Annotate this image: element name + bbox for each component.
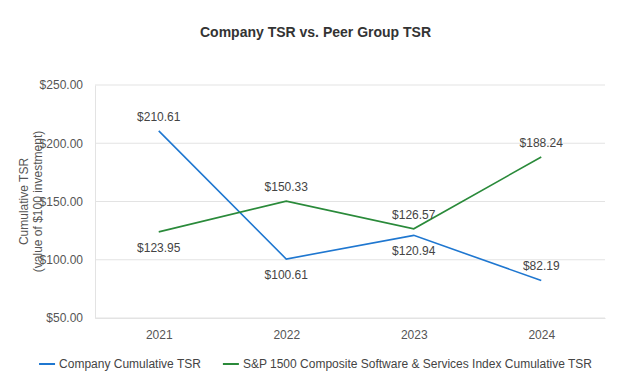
- y-tick-label: $50.00: [46, 311, 83, 325]
- y-axis: $50.00 $100.00 $150.00 $200.00 $250.00: [40, 78, 96, 325]
- x-tick: 2023: [401, 318, 428, 342]
- y-tick-label: $250.00: [40, 78, 84, 92]
- y-axis-title-line: Cumulative TSR: [17, 158, 31, 245]
- data-label: $100.61: [265, 268, 309, 282]
- data-label: $120.94: [392, 244, 436, 258]
- data-label: $126.57: [392, 208, 436, 222]
- data-labels: $210.61 $100.61 $120.94 $82.19 $123.95 $150.3…: [137, 110, 563, 282]
- series-line: [159, 131, 542, 281]
- y-tick-label: $100.00: [40, 253, 84, 267]
- x-tick: 2021: [146, 318, 173, 342]
- title: Company TSR vs. Peer Group TSR: [200, 24, 431, 40]
- chart: Company TSR vs. Peer Group TSR $50.00 $100…: [0, 0, 631, 390]
- data-label: $210.61: [137, 110, 181, 124]
- y-tick-label: $150.00: [40, 195, 84, 209]
- legend-swatch: [39, 363, 55, 365]
- y-tick: $200.00: [40, 137, 95, 151]
- series-line: [159, 157, 542, 232]
- data-label: $188.24: [520, 136, 564, 150]
- legend-item: Company Cumulative TSR: [39, 357, 201, 371]
- y-axis-title-line: (value of $100 investment): [31, 131, 45, 272]
- data-label: $150.33: [265, 180, 309, 194]
- y-tick: $100.00: [40, 253, 95, 267]
- x-tick-label: 2021: [146, 328, 173, 342]
- data-label: $82.19: [523, 259, 560, 273]
- x-axis-line: [96, 318, 606, 319]
- x-tick: 2022: [273, 318, 300, 342]
- y-tick: $250.00: [40, 78, 95, 92]
- legend-item: S&P 1500 Composite Software & Services I…: [223, 357, 592, 371]
- y-axis-title: Cumulative TSR(value of $100 investment): [17, 131, 45, 272]
- legend-label: S&P 1500 Composite Software & Services I…: [243, 357, 592, 371]
- grid-line: [95, 85, 605, 86]
- grid-line: [95, 318, 605, 319]
- grid-line: [95, 201, 605, 202]
- x-tick-label: 2023: [401, 328, 428, 342]
- lines: [159, 131, 542, 281]
- plot: $50.00$100.00$150.00$200.00$250.00202120…: [40, 78, 606, 341]
- y-tick: $50.00: [46, 311, 95, 325]
- x-tick-label: 2024: [528, 328, 555, 342]
- grid: [95, 85, 605, 318]
- x-tick-label: 2022: [273, 328, 300, 342]
- legend-label: Company Cumulative TSR: [59, 357, 201, 371]
- y-axis-line: [95, 86, 96, 319]
- y-tick-label: $200.00: [40, 137, 84, 151]
- data-label: $123.95: [137, 241, 181, 255]
- x-tick: 2024: [528, 318, 555, 342]
- y-tick: $150.00: [40, 195, 95, 209]
- legend: Company Cumulative TSR S&P 1500 Composite…: [39, 357, 592, 371]
- legend-swatch: [223, 363, 239, 365]
- x-axis: 2021 2022 2023 2024: [96, 318, 606, 342]
